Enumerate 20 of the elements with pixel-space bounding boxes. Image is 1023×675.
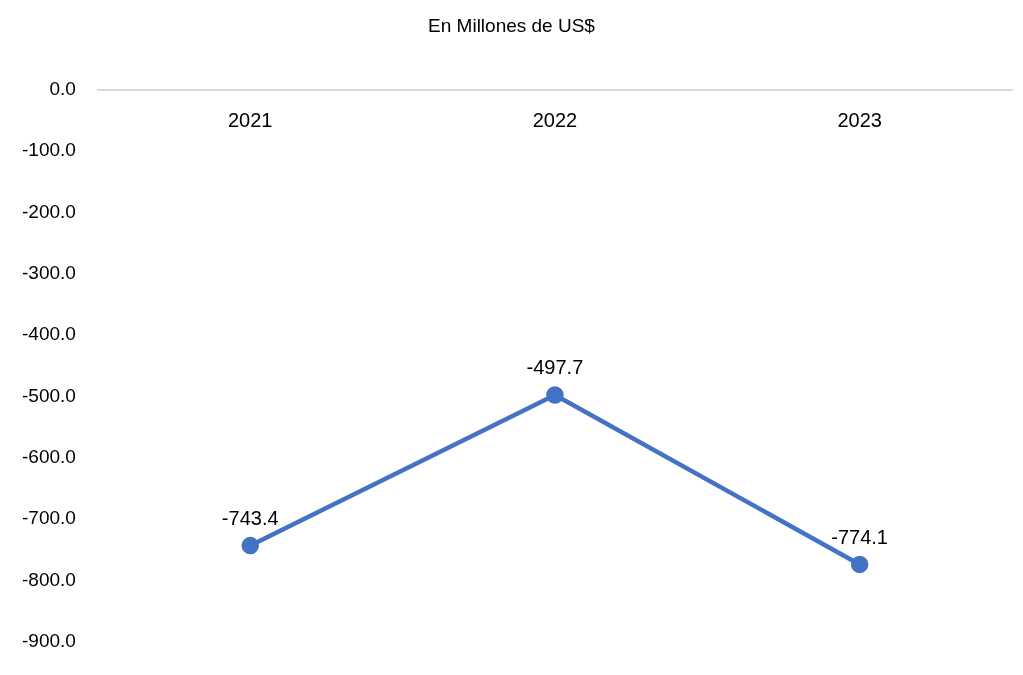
y-tick-label: -200.0 xyxy=(22,200,76,222)
x-tick-label: 2021 xyxy=(227,109,273,132)
point xyxy=(241,536,259,555)
chart-title: En Millones de US$ xyxy=(428,14,596,36)
y-tick-label: -500.0 xyxy=(22,384,76,406)
point xyxy=(546,386,564,404)
y-tick-label: -900.0 xyxy=(22,629,76,651)
y-tick-label: -700.0 xyxy=(22,507,76,529)
data-label: -497.7 xyxy=(526,356,584,379)
y-tick-label: -300.0 xyxy=(22,261,76,283)
x-tick-label: 2023 xyxy=(837,109,882,132)
x-tick-label: 2022 xyxy=(532,109,578,132)
y-tick-label: -600.0 xyxy=(22,445,76,467)
y-tick-label: -800.0 xyxy=(22,568,76,590)
y-tick-label: -400.0 xyxy=(22,323,76,345)
y-tick-label: -100.0 xyxy=(22,139,76,161)
data-label: -774.1 xyxy=(831,525,888,548)
y-tick-label: 0.0 xyxy=(49,78,76,100)
point xyxy=(850,555,869,574)
data-label: -743.4 xyxy=(221,507,279,530)
